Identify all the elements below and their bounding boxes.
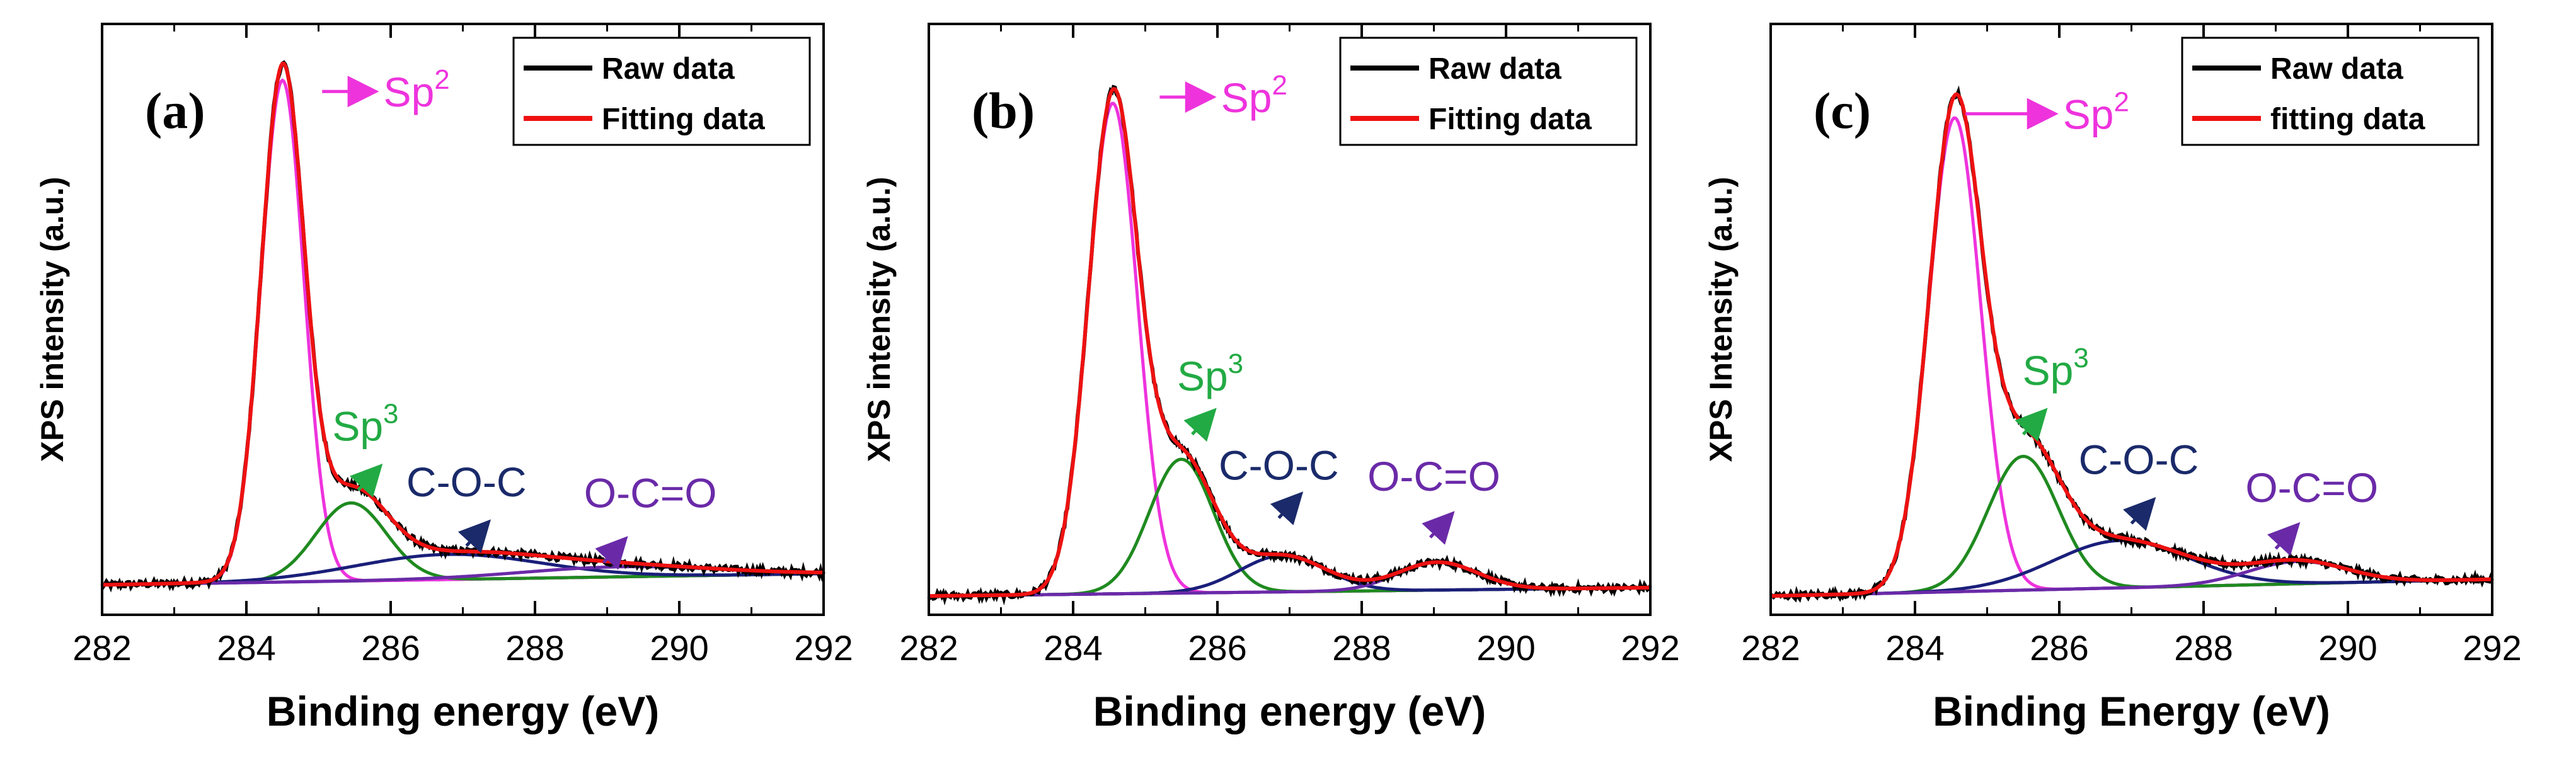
x-tick-label: 286 (361, 628, 420, 668)
legend-label: Fitting data (602, 103, 765, 136)
component-curve-sp2 (929, 101, 1650, 598)
x-tick-label: 284 (1885, 628, 1944, 668)
annotation-text: Sp (2023, 347, 2074, 394)
annotation-arrow-sp3 (349, 464, 383, 498)
legend-label: Fitting data (1429, 103, 1592, 136)
fitting-data-line (1771, 92, 2492, 598)
panel-label: (a) (145, 82, 205, 139)
annotation-text: C-O-C (406, 459, 527, 505)
annotation-label-sp2: Sp2 (384, 64, 450, 115)
x-axis-label: Binding energy (eV) (1093, 688, 1486, 734)
annotation-arrow-sp3 (1183, 408, 1217, 442)
annotation-arrow-o-c-o (595, 536, 628, 570)
legend-box (512, 37, 811, 146)
y-axis-label: XPS intensity (a.u.) (35, 177, 70, 462)
annotation-label-sp3: Sp3 (2023, 343, 2089, 394)
chart-panel-a: 282 284 286 288 290 292 Binding energy (eV) XPS… (35, 23, 853, 734)
annotation-text: C-O-C (2079, 437, 2199, 483)
x-tick-label: 290 (1476, 628, 1535, 668)
annotation-arrow-c-o-c (2123, 497, 2156, 531)
x-tick-label: 292 (794, 628, 853, 668)
legend-label: fitting data (2270, 103, 2425, 136)
x-tick-label: 292 (2463, 628, 2521, 668)
chart-panel-b: 282 284 286 288 290 292 Binding energy (eV) XPS… (861, 23, 1680, 734)
legend-label: Raw data (602, 52, 735, 86)
annotation-label-sp2: Sp2 (2063, 87, 2129, 138)
x-tick-label: 286 (1188, 628, 1246, 668)
x-tick-label: 290 (2318, 628, 2377, 668)
annotation-arrow-c-o-c (457, 519, 492, 554)
annotation-superscript: 3 (383, 399, 398, 430)
panel-label: (c) (1814, 82, 1871, 139)
x-tick-label: 282 (1741, 628, 1800, 668)
legend-box (1339, 37, 1638, 146)
x-tick-label: 288 (1332, 628, 1391, 668)
x-tick-label: 288 (2174, 628, 2233, 668)
annotation-text: Sp (1221, 74, 1272, 121)
component-curve-sp2 (1771, 116, 2493, 598)
x-tick-label: 286 (2030, 628, 2088, 668)
x-tick-label: 282 (899, 628, 958, 668)
annotation-arrow-o-c-o (2267, 522, 2301, 556)
annotation-label-c-o-c: C-O-C (406, 459, 527, 505)
annotation-arrow-sp3 (2015, 408, 2048, 442)
legend-box (2181, 37, 2480, 146)
annotation-text: C-O-C (1219, 442, 1339, 488)
legend-label: Raw data (1429, 52, 1561, 86)
annotation-superscript: 2 (1272, 70, 1287, 101)
annotation-text: Sp (2063, 91, 2114, 138)
x-tick-label: 290 (650, 628, 708, 668)
annotation-label-c-o-c: C-O-C (2079, 437, 2199, 483)
panel-label: (b) (972, 82, 1035, 139)
annotation-text: O-C=O (2245, 464, 2378, 511)
chart-panel-c: 282 284 286 288 290 292 Binding Energy (eV) XPS… (1703, 23, 2522, 734)
annotation-arrow-c-o-c (1270, 491, 1304, 525)
annotation-text: O-C=O (584, 470, 717, 517)
y-axis-label: XPS Intensity (a.u.) (1703, 177, 1739, 462)
annotation-superscript: 3 (2073, 343, 2088, 374)
fitting-data-line (929, 86, 1650, 598)
x-axis-label: Binding energy (eV) (267, 688, 659, 734)
annotation-label-o-c-o: O-C=O (1367, 453, 1500, 500)
annotation-text: Sp (1177, 353, 1228, 399)
x-tick-label: 284 (217, 628, 275, 668)
x-tick-label: 282 (72, 628, 131, 668)
raw-data-line (927, 84, 1652, 606)
x-tick-label: 284 (1044, 628, 1102, 668)
annotation-label-sp2: Sp2 (1221, 70, 1287, 121)
annotation-label-c-o-c: C-O-C (1219, 442, 1339, 488)
annotation-superscript: 2 (2113, 87, 2129, 118)
annotation-label-o-c-o: O-C=O (584, 470, 717, 517)
y-axis-label: XPS intensity (a.u.) (861, 177, 897, 462)
annotation-superscript: 2 (434, 64, 449, 95)
annotation-arrow-o-c-o (1422, 511, 1455, 545)
annotation-superscript: 3 (1228, 348, 1243, 379)
annotation-text: Sp (384, 69, 435, 115)
x-tick-label: 288 (505, 628, 564, 668)
x-axis-label: Binding Energy (eV) (1933, 688, 2330, 734)
annotation-text: Sp (332, 403, 383, 450)
annotation-label-sp3: Sp3 (332, 399, 398, 450)
annotation-label-o-c-o: O-C=O (2245, 464, 2378, 511)
x-tick-label: 292 (1621, 628, 1679, 668)
annotation-label-sp3: Sp3 (1177, 348, 1243, 399)
annotation-text: O-C=O (1367, 453, 1500, 500)
legend-label: Raw data (2270, 52, 2403, 86)
